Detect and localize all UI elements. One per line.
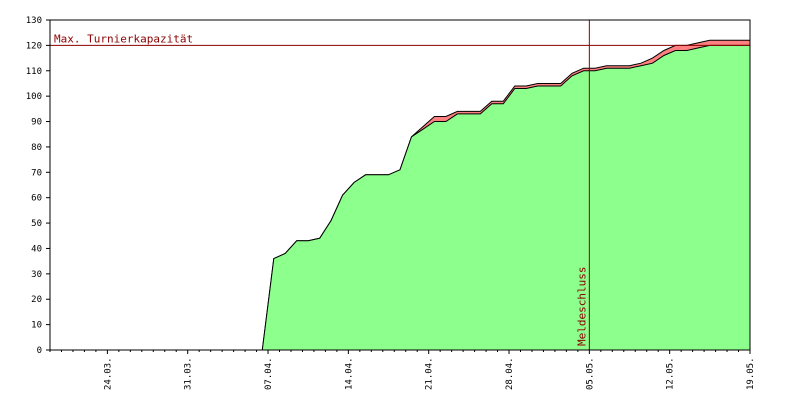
y-tick-label: 90: [31, 118, 42, 128]
y-tick-label: 70: [31, 168, 42, 178]
reference-lines: [50, 20, 750, 350]
y-tick-label: 110: [26, 67, 42, 77]
deadline-label: Meldeschluss: [575, 267, 588, 346]
x-axis: 24.03. 31.03. 07.04. 14.04. 21.04. 28.04. 05.0…: [49, 350, 756, 390]
y-tick-label: 60: [31, 194, 42, 204]
x-tick-label: 14.04.: [344, 357, 354, 390]
y-tick-label: 40: [31, 244, 42, 254]
y-tick-label: 10: [31, 321, 42, 331]
plot-frame: [49, 19, 751, 351]
x-tick-label: 31.03.: [184, 357, 194, 390]
y-axis: 0 10 20 30 40 50 60 70 80 90 100 110 120 130: [26, 16, 50, 356]
x-tick-label: 12.05.: [666, 357, 676, 390]
x-tick-label: 28.04.: [505, 357, 515, 390]
x-tick-label: 07.04.: [264, 357, 274, 390]
x-tick-label: 19.05.: [746, 357, 756, 390]
y-tick-label: 50: [31, 219, 42, 229]
x-tick-label: 24.03.: [103, 357, 113, 390]
series-layer: [50, 39, 750, 351]
y-tick-label: 20: [31, 295, 42, 305]
y-tick-label: 130: [26, 16, 42, 26]
y-tick-label: 120: [26, 41, 42, 51]
y-tick-label: 100: [26, 92, 42, 102]
series-line-0: [50, 44, 750, 351]
x-tick-label: 21.04.: [425, 357, 435, 390]
y-tick-label: 80: [31, 143, 42, 153]
x-tick-label: 05.05.: [585, 357, 595, 390]
y-tick-label: 0: [37, 346, 42, 356]
y-tick-label: 30: [31, 270, 42, 280]
capacity-label: Max. Turnierkapazität: [54, 32, 193, 45]
series-area-0: [50, 45, 750, 351]
